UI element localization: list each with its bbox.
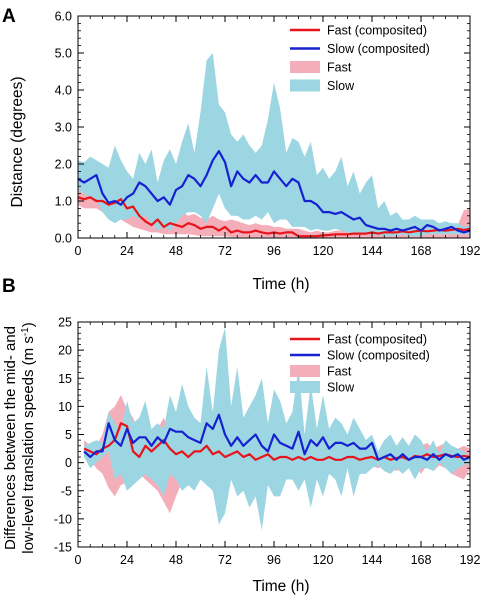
panel-b-legend: Fast (composited) Slow (composited) Fast Sl…	[290, 333, 430, 395]
y-tick-label: 5.0	[55, 47, 72, 61]
y-tick-label: 15	[58, 372, 72, 386]
x-tick-label: 0	[75, 553, 82, 567]
x-tick-label: 144	[362, 244, 383, 258]
panel-a-label: A	[2, 6, 16, 27]
y-tick-label: 3.0	[55, 121, 72, 135]
y-tick-label: 10	[58, 400, 72, 414]
panel-b-x-axis-label: Time (h)	[252, 578, 309, 595]
x-tick-label: 168	[411, 244, 432, 258]
x-tick-label: 72	[218, 553, 232, 567]
legend-label: Fast (composited)	[327, 24, 427, 38]
x-tick-label: 96	[267, 553, 281, 567]
x-tick-label: 0	[75, 244, 82, 258]
band-slow	[84, 327, 470, 531]
line-slow-composited	[78, 150, 470, 234]
y-tick-label: 25	[58, 316, 72, 330]
x-tick-label: 144	[362, 553, 383, 567]
x-tick-label: 24	[120, 244, 134, 258]
legend-label: Slow (composited)	[327, 42, 430, 56]
panel-a-legend: Fast (composited) Slow (composited) Fast Sl…	[290, 24, 430, 93]
panel-b: B Differences between the mid- and low-l…	[2, 276, 480, 595]
y-tick-label: 0.0	[55, 232, 72, 246]
band-slow	[78, 53, 470, 237]
x-tick-label: 168	[411, 553, 432, 567]
y-tick-label: -15	[54, 541, 72, 555]
y-tick-label: 1.0	[55, 195, 72, 209]
legend-label: Slow	[327, 381, 355, 395]
legend-label: Slow (composited)	[327, 349, 430, 363]
x-tick-label: 48	[169, 553, 183, 567]
x-tick-label: 96	[267, 244, 281, 258]
panel-a: A Distance (degrees) Time (h) 0 24 48 72 96 1…	[2, 6, 480, 293]
panel-b-label: B	[2, 276, 16, 297]
x-tick-label: 120	[313, 244, 334, 258]
panel-b-y-axis-label-close: )	[20, 322, 37, 327]
y-tick-label: 6.0	[55, 10, 72, 24]
y-tick-label: 0	[65, 456, 72, 470]
y-tick-label: 2.0	[55, 158, 72, 172]
x-tick-label: 120	[313, 553, 334, 567]
legend-label: Fast (composited)	[327, 333, 427, 347]
y-tick-label: 4.0	[55, 84, 72, 98]
legend-swatch	[290, 381, 320, 393]
x-tick-label: 24	[120, 553, 134, 567]
line-slow-composited	[83, 413, 470, 461]
legend-swatch	[290, 365, 320, 377]
x-tick-label: 48	[169, 244, 183, 258]
legend-label: Fast	[327, 365, 352, 379]
x-tick-label: 72	[218, 244, 232, 258]
panel-b-y-axis-label-text: low-level translation speeds (m s	[20, 336, 37, 554]
panel-b-bands	[84, 327, 470, 531]
panel-b-ticks: 0 24 48 72 96 120 144 168 192 -15 -10 -5 0 5 10 15 20 25	[54, 316, 481, 568]
panel-b-y-axis-label-superscript: -1	[20, 327, 31, 336]
legend-label: Slow	[327, 79, 355, 93]
panel-a-x-axis-label: Time (h)	[252, 276, 309, 293]
y-tick-label: 5	[65, 428, 72, 442]
panel-b-y-axis-label-line2: low-level translation speeds (m s-1)	[20, 322, 37, 554]
panel-a-ticks: 0 24 48 72 96 120 144 168 192 0.0 1.0 2.0 3.0 4.0 5.0 6…	[55, 10, 481, 259]
legend-swatch	[290, 79, 320, 92]
y-tick-label: 20	[58, 344, 72, 358]
legend-label: Fast	[327, 61, 352, 75]
y-tick-label: -5	[61, 484, 72, 498]
x-tick-label: 192	[460, 553, 481, 567]
panel-a-y-axis-label: Distance (degrees)	[9, 77, 26, 208]
panel-b-lines	[83, 413, 470, 461]
legend-swatch	[290, 61, 320, 73]
y-tick-label: -10	[54, 512, 72, 526]
panel-b-y-axis-label-line1: Differences between the mid- and	[2, 326, 19, 550]
x-tick-label: 192	[460, 244, 481, 258]
